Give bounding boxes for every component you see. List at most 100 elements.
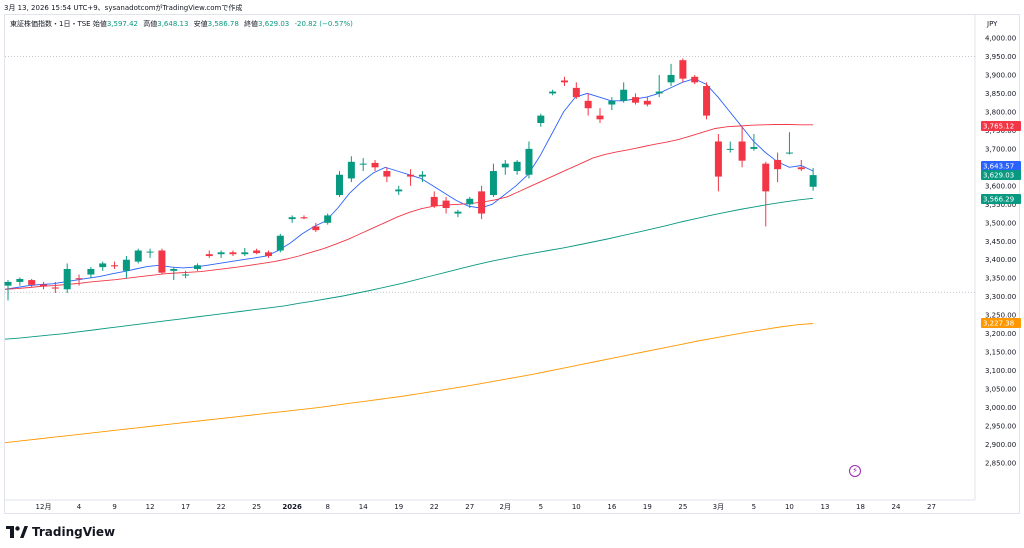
high-label: 高値	[143, 20, 158, 28]
candle-body	[300, 217, 308, 219]
candle-body	[347, 161, 355, 179]
candle-body	[584, 100, 592, 109]
candle-body	[549, 91, 557, 94]
candle-body	[620, 89, 628, 101]
low-label: 安値	[193, 20, 208, 28]
price-badge-label: 3,227.38	[983, 320, 1014, 328]
price-badge-label: 3,765.12	[983, 123, 1014, 131]
candle-body	[714, 141, 722, 177]
y-tick-label: 2,900.00	[985, 441, 1016, 449]
price-badge-label: 3,629.03	[983, 172, 1014, 180]
x-tick-label: 5	[539, 503, 543, 511]
y-tick-label: 4,000.00	[985, 35, 1016, 43]
x-tick-label: 2026	[282, 503, 302, 511]
close-label: 終値	[244, 20, 259, 28]
x-tick-label: 12月	[36, 503, 52, 511]
x-tick-label: 14	[359, 503, 368, 511]
candle-body	[454, 211, 462, 214]
x-tick-label: 25	[252, 503, 261, 511]
candle-body	[679, 60, 687, 79]
candle-body	[217, 252, 225, 255]
candle-body	[738, 141, 746, 161]
candle-body	[691, 76, 699, 83]
y-tick-label: 3,900.00	[985, 71, 1016, 79]
candle-body	[478, 191, 486, 214]
ma-200-line	[4, 323, 814, 444]
price-badge	[981, 194, 1021, 204]
candle-body	[122, 259, 130, 271]
chart-frame	[4, 14, 1020, 514]
candle-body	[572, 87, 580, 98]
x-tick-label: 22	[430, 503, 439, 511]
symbol-label: 東証株価指数・1日・TSE	[10, 20, 91, 28]
lightning-icon[interactable]: ⚡	[849, 465, 861, 477]
y-tick-label: 3,150.00	[985, 349, 1016, 357]
y-tick-label: 3,400.00	[985, 256, 1016, 264]
x-tick-label: 5	[752, 503, 756, 511]
x-tick-label: 10	[785, 503, 794, 511]
candle-body	[655, 91, 663, 94]
x-tick-label: 17	[181, 503, 190, 511]
candle-body	[359, 163, 367, 165]
candle-body	[537, 115, 545, 123]
price-badge	[981, 170, 1021, 180]
candle-body	[513, 161, 521, 172]
x-tick-label: 3月	[713, 503, 724, 511]
candle-body	[4, 281, 12, 286]
x-tick-label: 27	[465, 503, 474, 511]
tradingview-logo-icon	[6, 526, 28, 538]
candle-body	[632, 97, 640, 103]
candle-body	[703, 86, 711, 116]
candle-body	[383, 171, 391, 177]
y-tick-label: 3,600.00	[985, 182, 1016, 190]
candle-body	[489, 171, 497, 196]
x-tick-label: 10	[572, 503, 581, 511]
x-tick-label: 2月	[500, 503, 511, 511]
open-value: 3,597.42	[106, 20, 139, 28]
candle-body	[40, 284, 48, 287]
y-tick-label: 3,050.00	[985, 386, 1016, 394]
y-tick-label: 3,950.00	[985, 53, 1016, 61]
candle-body	[596, 115, 604, 120]
change-value: -20.82 (−0.57%)	[294, 20, 353, 28]
y-tick-label: 3,500.00	[985, 219, 1016, 227]
price-badge	[981, 318, 1021, 328]
candle-body	[229, 252, 237, 255]
candle-body	[288, 217, 296, 220]
candle-body	[560, 80, 568, 83]
candle-body	[525, 148, 533, 175]
price-badge	[981, 121, 1021, 131]
currency-label: JPY	[987, 20, 998, 28]
candle-body	[16, 278, 24, 282]
high-value: 3,648.13	[157, 20, 189, 28]
candle-body	[193, 265, 201, 269]
candle-body	[407, 174, 415, 177]
y-tick-label: 3,450.00	[985, 238, 1016, 246]
x-tick-label: 8	[325, 503, 329, 511]
candle-body	[87, 268, 95, 275]
candle-body	[170, 268, 178, 271]
open-label: 始値	[92, 20, 107, 28]
ohlc-legend: 東証株価指数・1日・TSE 始値3,597.42 高値3,648.13 安値 3,…	[10, 19, 356, 29]
candle-body	[63, 268, 71, 290]
close-value: 3,629.03	[258, 20, 290, 28]
y-tick-label: 3,250.00	[985, 312, 1016, 320]
candle-body	[264, 252, 272, 257]
y-tick-label: 3,200.00	[985, 330, 1016, 338]
x-tick-label: 12	[146, 503, 155, 511]
x-tick-label: 13	[820, 503, 829, 511]
candle-body	[608, 100, 616, 105]
candle-body	[158, 250, 166, 273]
chart-header: 3月 13, 2026 15:54 UTC+9、sysanadotcomがTra…	[4, 4, 243, 12]
candle-body	[750, 147, 758, 149]
y-tick-label: 3,550.00	[985, 201, 1016, 209]
x-tick-label: 19	[394, 503, 403, 511]
y-tick-label: 3,850.00	[985, 90, 1016, 98]
y-tick-label: 3,350.00	[985, 275, 1016, 283]
candle-body	[762, 163, 770, 192]
price-badge-label: 3,643.57	[983, 163, 1014, 171]
candle-body	[205, 254, 213, 257]
ma-long-line	[4, 197, 814, 340]
ma-short-line	[4, 78, 814, 290]
